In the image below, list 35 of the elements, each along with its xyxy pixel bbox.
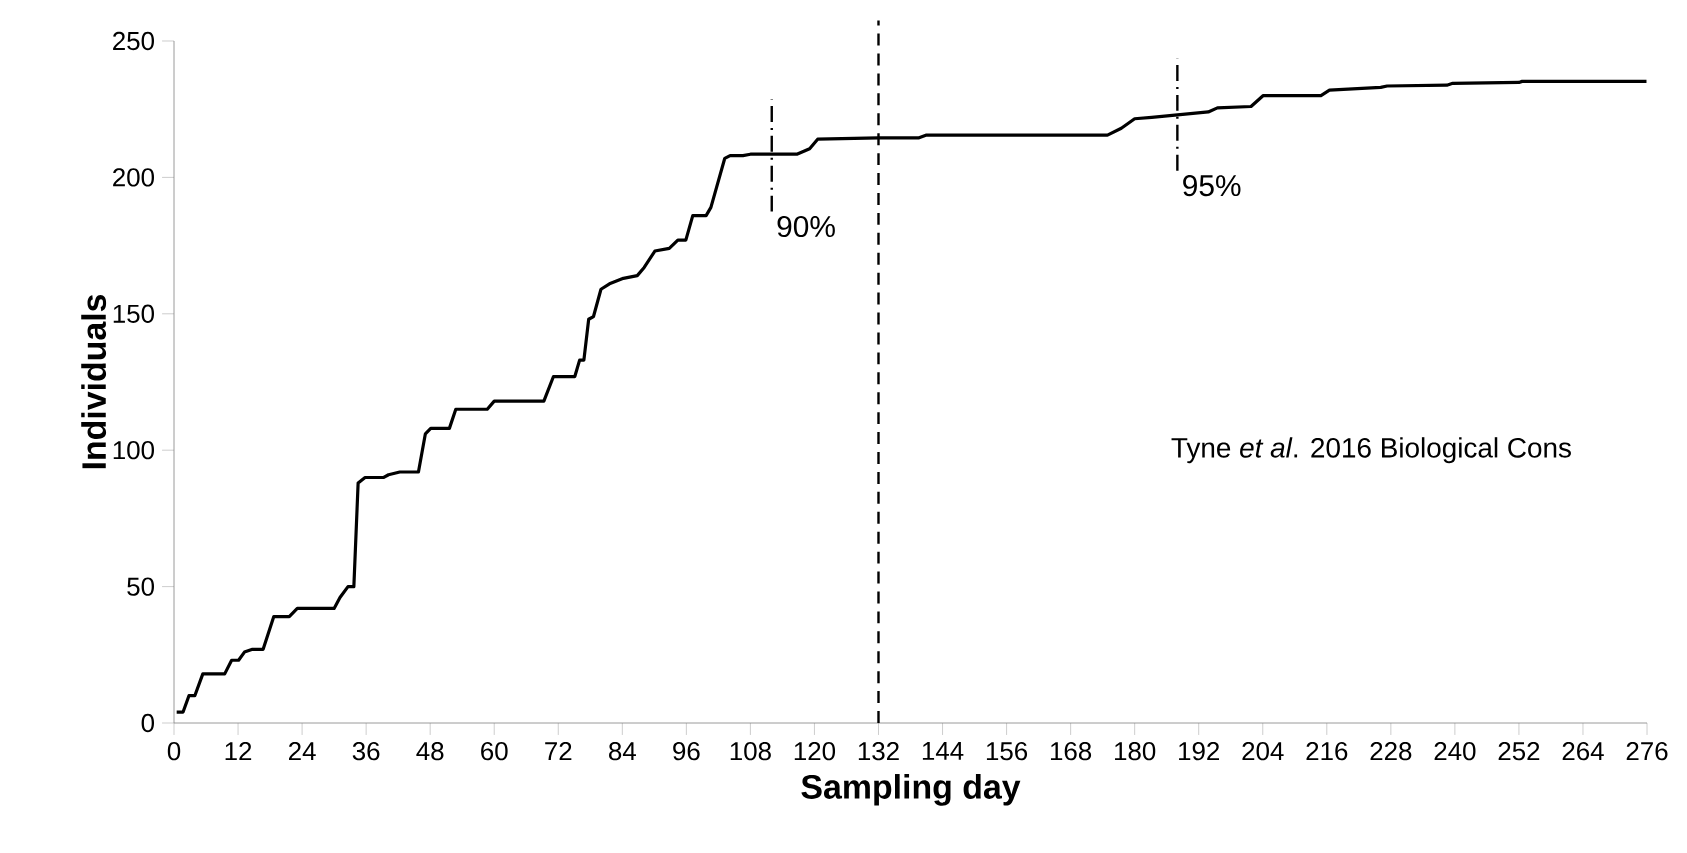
- x-tick-label: 24: [289, 741, 316, 761]
- x-tick-label: 36: [352, 741, 380, 761]
- x-tick-label: 180: [1115, 741, 1156, 761]
- x-tick-label: 252: [1498, 741, 1540, 761]
- x-tick-label: 12: [225, 741, 252, 761]
- x-tick-label: 48: [416, 741, 444, 761]
- y-tick-label: 0: [141, 713, 155, 733]
- y-tick-label: 250: [113, 31, 154, 51]
- x-tick-label: 120: [794, 741, 836, 761]
- x-tick-label: 144: [922, 742, 964, 760]
- x-tick-label: 156: [986, 741, 1028, 761]
- x-tick-label: 72: [545, 741, 572, 761]
- x-tick-label: 264: [1562, 741, 1604, 761]
- x-tick-label: 60: [481, 741, 508, 761]
- x-tick-label: 0: [167, 741, 181, 761]
- y-tick-label: 200: [113, 168, 154, 187]
- x-tick-label: 276: [1626, 741, 1668, 761]
- x-tick-label: 84: [609, 741, 636, 761]
- y-tick-label: 50: [127, 577, 154, 596]
- x-tick-label: 96: [673, 741, 700, 761]
- y-tick-label: 150: [113, 304, 154, 323]
- x-axis-title: Sampling day: [801, 774, 1021, 806]
- annotation: Tyne et al. 2016 Biological Cons: [1171, 437, 1571, 464]
- x-tick-label: 216: [1306, 741, 1348, 761]
- y-tick-label: 100: [113, 441, 154, 460]
- x-tick-label: 108: [730, 741, 771, 761]
- x-tick-label: 132: [858, 741, 899, 761]
- x-tick-label: 168: [1050, 741, 1092, 761]
- y-axis-title: Individuals: [81, 294, 107, 469]
- annotation: 90%: [777, 215, 835, 238]
- x-tick-label: 192: [1179, 741, 1219, 761]
- x-tick-label: 228: [1370, 741, 1412, 761]
- x-tick-label: 204: [1242, 741, 1284, 761]
- x-tick-label: 240: [1434, 741, 1476, 761]
- annotation: 95%: [1183, 175, 1241, 197]
